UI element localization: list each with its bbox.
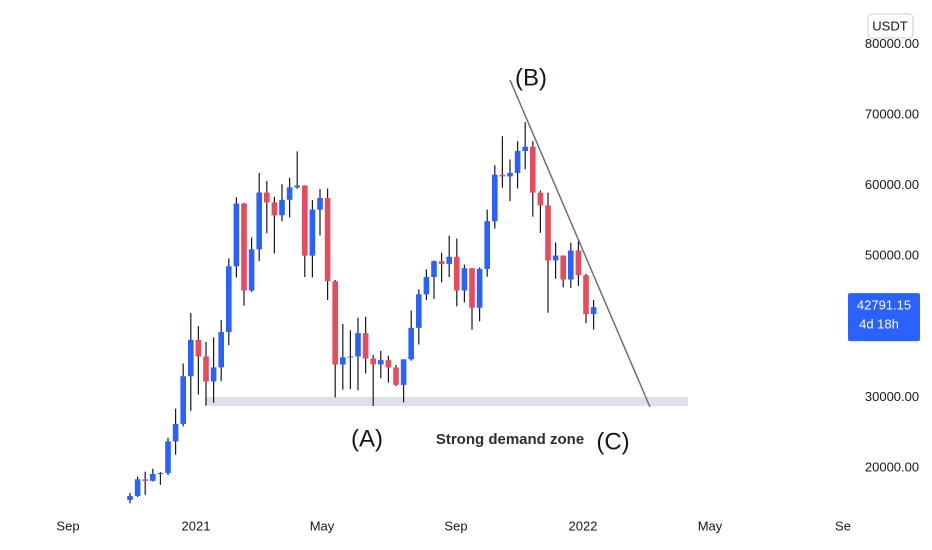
y-tick-label: 30000.00: [865, 389, 919, 404]
candle-body: [355, 333, 361, 357]
candle-body: [286, 187, 293, 200]
candle-body: [195, 339, 202, 357]
candle-body: [180, 376, 186, 424]
candle-body: [446, 256, 452, 264]
candle-body: [279, 199, 285, 216]
candle-body: [218, 332, 224, 368]
candle-body: [210, 367, 217, 382]
candle-body: [408, 327, 414, 360]
y-tick-label: 20000.00: [865, 459, 919, 474]
candle-body: [469, 268, 475, 308]
candle-body: [203, 356, 209, 382]
candle-body: [332, 281, 338, 365]
candle-body: [484, 221, 490, 269]
candle-body: [134, 479, 141, 496]
candle-body: [568, 250, 574, 280]
x-tick-label: 2022: [569, 518, 598, 533]
y-tick-label: 70000.00: [865, 106, 919, 121]
candle-body: [150, 474, 156, 481]
candle-body: [248, 249, 255, 291]
candle-body: [560, 255, 566, 280]
x-tick-label: Sep: [56, 518, 79, 533]
candle-body: [499, 174, 506, 177]
candle-body: [385, 360, 392, 368]
annotation: (C): [596, 428, 629, 455]
candle-body: [340, 357, 346, 365]
x-tick-label: Se: [835, 518, 851, 533]
candle-body: [302, 185, 308, 256]
candle-body: [294, 185, 300, 188]
candle-body: [393, 367, 399, 385]
candle-body: [271, 202, 278, 216]
demand-zone: [205, 397, 688, 406]
annotation: Strong demand zone: [436, 431, 584, 448]
candle-body: [264, 192, 270, 203]
candle-body: [241, 203, 247, 291]
candle-body: [309, 209, 316, 256]
candle-body: [545, 205, 551, 261]
candle-body: [431, 261, 437, 277]
currency-badge: [867, 13, 914, 39]
candle-body: [575, 250, 582, 276]
candle-body: [172, 423, 179, 442]
candle-body: [461, 268, 468, 291]
candle-body: [423, 276, 430, 295]
x-tick-label: May: [310, 518, 335, 533]
candle-body: [157, 473, 164, 475]
candle-body: [552, 255, 559, 261]
candle-body: [416, 294, 422, 328]
annotation: (A): [351, 425, 383, 452]
axes: 20000.00 30000.00 50000.00 60000.00 70000.00…: [56, 13, 920, 533]
candle-body: [233, 203, 240, 267]
annotation: (B): [515, 64, 547, 91]
price-tag: [848, 293, 920, 342]
candle-body: [492, 174, 498, 222]
candle-body: [317, 197, 323, 210]
trend-line: [509, 79, 651, 408]
candle-body: [362, 333, 369, 359]
candle-body: [530, 146, 536, 193]
candle-body: [142, 479, 148, 481]
y-tick-label: 50000.00: [865, 248, 919, 263]
candle-body: [476, 268, 483, 308]
candle-body: [256, 192, 262, 250]
x-tick-label: May: [698, 518, 723, 533]
candle-body: [127, 495, 133, 500]
candle-body: [347, 356, 354, 358]
x-tick-label: 2021: [182, 518, 211, 533]
candle-body: [165, 441, 171, 474]
candle-body: [370, 358, 376, 365]
candle-body: [378, 360, 384, 365]
candle-body: [188, 339, 194, 377]
y-tick-label: 80000.00: [865, 36, 919, 51]
candle-body: [522, 146, 528, 152]
candle-body: [507, 172, 513, 177]
price-tag-countdown: 4d 18h: [859, 317, 899, 332]
candle-body: [324, 197, 331, 282]
candle-body: [226, 266, 232, 333]
candle-body: [537, 192, 544, 206]
candle-body: [454, 256, 460, 291]
candles: [127, 122, 597, 504]
x-tick-label: Sep: [444, 518, 467, 533]
candle-body: [438, 261, 445, 264]
candle-body: [514, 151, 521, 173]
candle-body: [400, 359, 407, 385]
candle-body: [583, 275, 589, 315]
y-tick-label: 60000.00: [865, 177, 919, 192]
currency-label: USDT: [872, 18, 907, 33]
price-tag-value: 42791.15: [857, 298, 911, 313]
candle-body: [590, 307, 597, 315]
